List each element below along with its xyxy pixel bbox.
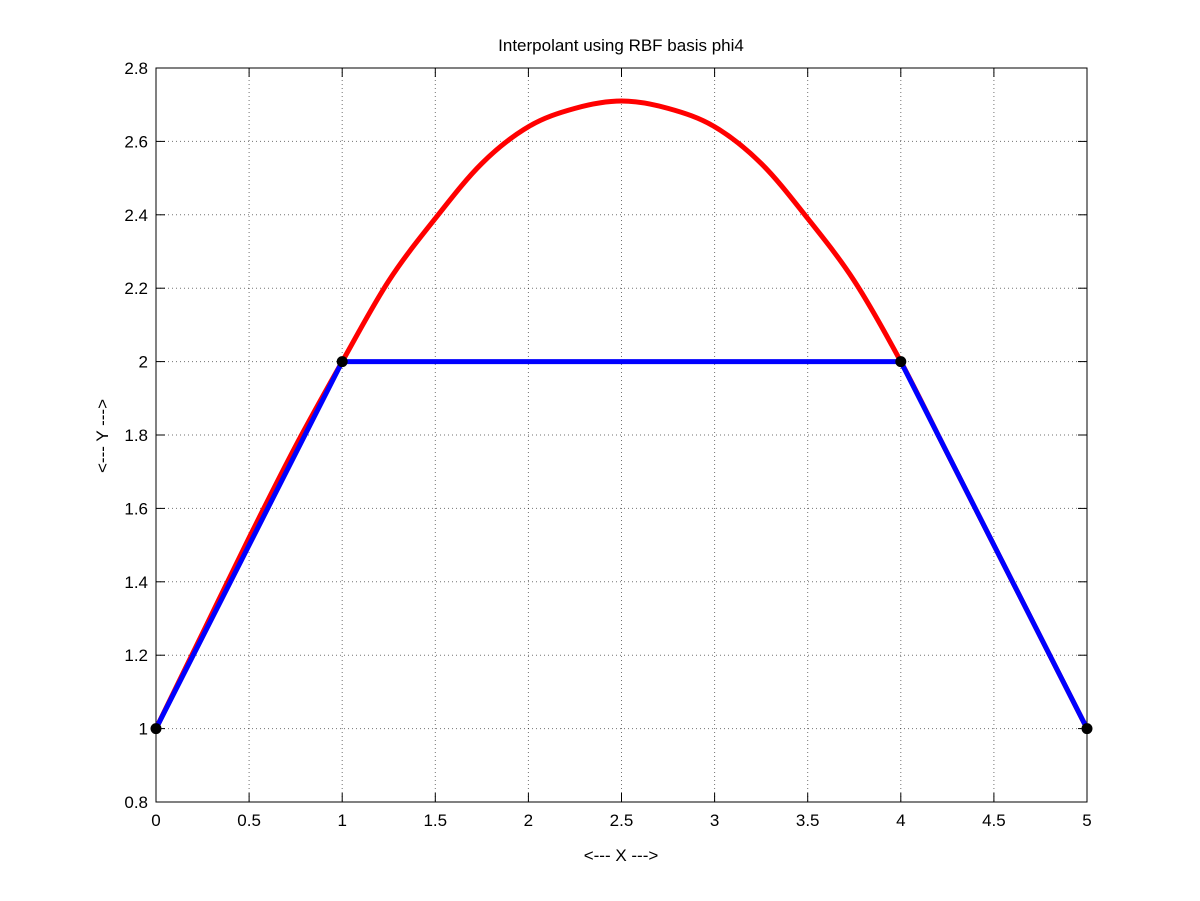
chart-title: Interpolant using RBF basis phi4 — [498, 36, 744, 55]
data-point-marker — [895, 356, 907, 368]
ticks: 0 0.5 1 1.5 2 2.5 3 3.5 4 4.5 5 0.8 1 1.2 1.4 1.6 1.8 2 2.… — [124, 59, 1091, 830]
data-points — [150, 356, 1093, 735]
data-point-marker — [150, 723, 162, 735]
x-tick-label: 2 — [524, 811, 533, 830]
x-tick-label: 0.5 — [237, 811, 261, 830]
data-point-marker — [336, 356, 348, 368]
y-tick-label: 2.4 — [124, 206, 148, 225]
x-axis-label: <--- X ---> — [584, 846, 659, 865]
x-tick-label: 1.5 — [423, 811, 447, 830]
x-tick-label: 4.5 — [982, 811, 1006, 830]
data-point-marker — [1081, 723, 1093, 735]
y-tick-label: 2 — [139, 353, 148, 372]
x-tick-label: 3.5 — [796, 811, 820, 830]
piecewise-linear-line — [153, 359, 1090, 732]
y-tick-label: 1 — [139, 720, 148, 739]
y-tick-label: 0.8 — [124, 793, 148, 812]
y-tick-label: 2.2 — [124, 279, 148, 298]
y-tick-label: 1.8 — [124, 426, 148, 445]
x-tick-label: 2.5 — [610, 811, 634, 830]
y-tick-label: 1.2 — [124, 646, 148, 665]
plot-lines — [153, 98, 1090, 732]
y-tick-label: 1.6 — [124, 499, 148, 518]
x-tick-label: 5 — [1082, 811, 1091, 830]
y-tick-label: 2.6 — [124, 132, 148, 151]
y-tick-label: 2.8 — [124, 59, 148, 78]
y-tick-label: 1.4 — [124, 573, 148, 592]
y-axis-label: <--- Y ---> — [93, 399, 112, 473]
x-tick-label: 3 — [710, 811, 719, 830]
x-tick-label: 0 — [151, 811, 160, 830]
x-tick-label: 4 — [896, 811, 905, 830]
x-tick-label: 1 — [337, 811, 346, 830]
